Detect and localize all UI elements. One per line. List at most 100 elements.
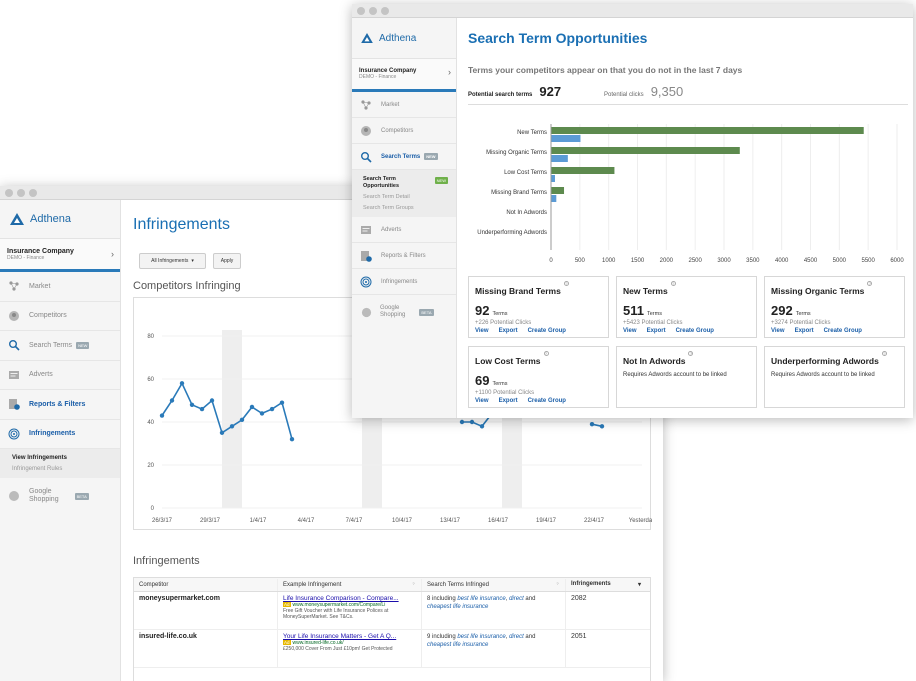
data-point[interactable] [229,424,235,429]
term-link[interactable]: direct [509,634,524,640]
sidebar-item-adverts[interactable]: Adverts [352,217,456,243]
sidebar-item-google-shopping[interactable]: Google Shopping BETA [0,478,120,514]
bar-potential-clicks[interactable] [551,127,864,134]
maximize-window-button[interactable] [381,7,389,15]
sidebar-item-infringements[interactable]: Infringements [0,420,120,449]
export-link[interactable]: Export [646,328,666,334]
view-link[interactable]: View [475,328,489,334]
term-link[interactable]: best life insurance [457,634,506,640]
data-point[interactable] [189,402,195,407]
minimize-window-button[interactable] [369,7,377,15]
sidebar-item-competitors[interactable]: Competitors [0,302,120,331]
sidebar-item-search-terms[interactable]: Search Terms NEW [352,144,456,170]
term-link[interactable]: cheapest life insurance [427,604,489,610]
apply-button[interactable]: Apply [213,253,241,269]
data-point[interactable] [289,437,295,442]
data-point[interactable] [159,413,165,418]
brand[interactable]: Adthena [0,200,120,238]
table-row[interactable]: insured-life.co.uk Your Life Insurance Ma… [134,630,650,668]
bar-search-terms[interactable] [551,175,555,182]
export-link[interactable]: Export [498,328,518,334]
create-group-link[interactable]: Create Group [823,328,862,334]
bar-potential-clicks[interactable] [551,187,565,194]
subnav-search-term-detail[interactable]: Search Term Detail [363,194,410,200]
view-link[interactable]: View [475,398,489,404]
data-point[interactable] [479,424,485,429]
sidebar-item-competitors[interactable]: Competitors [352,118,456,144]
col-infringements[interactable]: Infringements ▾ [566,578,646,591]
data-point[interactable] [469,419,475,425]
sidebar-item-reports-filters[interactable]: Reports & Filters [0,390,120,420]
competitor-domain[interactable]: moneysupermarket.com [139,595,220,602]
term-link[interactable]: cheapest life insurance [427,642,489,648]
bar-potential-clicks[interactable] [551,167,615,174]
sidebar-item-google-shopping[interactable]: Google Shopping BETA [352,295,456,329]
sidebar-item-infringements[interactable]: Infringements [352,269,456,295]
data-point[interactable] [239,417,245,423]
sidebar-item-reports-filters[interactable]: Reports & Filters [352,243,456,269]
ad-url: www.moneysupermarket.com/Compare/Li [292,602,386,608]
ad-title-link[interactable]: Life Insurance Comparison - Compare... [283,595,399,602]
bar-search-terms[interactable] [551,155,568,162]
help-icon[interactable]: ? [563,281,569,286]
data-point[interactable] [219,430,225,435]
company-selector[interactable]: Insurance Company DEMO - Finance › [0,238,120,272]
help-icon[interactable]: ? [867,281,873,286]
company-selector[interactable]: Insurance Company DEMO - Finance › [352,58,456,92]
table-row[interactable]: moneysupermarket.com Life Insurance Compa… [134,592,650,630]
sidebar-item-search-terms[interactable]: Search Terms NEW [0,331,120,361]
view-link[interactable]: View [771,328,785,334]
sidebar: Adthena Insurance Company DEMO - Finance… [352,18,457,418]
data-point[interactable] [169,398,175,403]
card-count-row: 69 Terms [475,372,602,390]
help-icon[interactable]: ? [556,580,559,586]
close-window-button[interactable] [5,189,13,197]
subnav-view-infringements[interactable]: View Infringements [12,455,67,461]
help-icon[interactable]: ? [543,351,549,356]
subnav-infringement-rules[interactable]: Infringement Rules [12,466,63,472]
col-example-infringement[interactable]: Example Infringement ? [278,578,422,591]
help-icon[interactable]: ? [412,580,415,586]
help-icon[interactable]: ? [688,351,694,356]
data-point[interactable] [269,406,275,412]
help-icon[interactable]: ? [670,281,676,286]
minimize-window-button[interactable] [17,189,25,197]
data-point[interactable] [249,404,255,410]
data-point[interactable] [259,411,265,416]
ad-title-link[interactable]: Your Life Insurance Matters - Get A Q... [283,633,397,640]
data-point[interactable] [279,400,285,405]
export-link[interactable]: Export [498,398,518,404]
create-group-link[interactable]: Create Group [527,398,566,404]
close-window-button[interactable] [357,7,365,15]
bar-search-terms[interactable] [551,135,581,142]
export-link[interactable]: Export [794,328,814,334]
sidebar-item-adverts[interactable]: Adverts [0,361,120,390]
col-search-terms[interactable]: Search Terms Infringed ? [422,578,566,591]
data-point[interactable] [599,424,605,429]
bar-search-terms[interactable] [551,195,557,202]
maximize-window-button[interactable] [29,189,37,197]
bar-potential-clicks[interactable] [551,147,740,154]
opportunities-bar-chart: 0 500 1000 1500 2000 2500 3000 3500 4000 4500 5000… [477,124,904,264]
term-link[interactable]: direct [509,596,524,602]
view-link[interactable]: View [623,328,637,334]
data-point[interactable] [209,398,215,403]
col-competitor[interactable]: Competitor [134,578,278,591]
sidebar-item-market[interactable]: Market [0,272,120,302]
data-point[interactable] [179,381,185,386]
sort-desc-icon[interactable]: ▾ [637,582,641,588]
create-group-link[interactable]: Create Group [675,328,714,334]
data-point[interactable] [459,419,465,425]
help-icon[interactable]: ? [881,351,887,356]
brand[interactable]: Adthena [352,18,456,58]
term-link[interactable]: best life insurance [457,596,506,602]
subnav-search-term-groups[interactable]: Search Term Groups [363,205,414,211]
sidebar-item-market[interactable]: Market [352,92,456,118]
create-group-link[interactable]: Create Group [527,328,566,334]
company-name: Insurance Company [7,248,74,255]
competitor-domain[interactable]: insured-life.co.uk [139,633,197,640]
subnav-search-term-opportunities[interactable]: Search Term Opportunities [363,176,456,190]
data-point[interactable] [199,406,205,412]
infringement-filter-select[interactable]: All Infringements ▾ [139,253,206,269]
data-point[interactable] [589,421,595,427]
